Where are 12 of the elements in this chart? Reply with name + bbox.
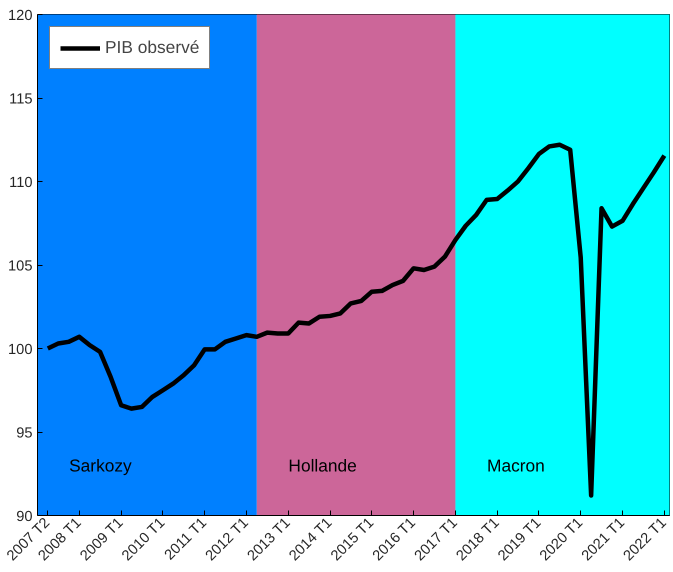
y-tick-label: 110	[9, 175, 33, 191]
y-tick-label: 90	[16, 509, 33, 525]
y-tick-label: 100	[8, 342, 33, 358]
y-tick-label: 120	[8, 8, 33, 24]
y-tick-label: 95	[16, 426, 33, 442]
y-tick-label: 105	[8, 258, 33, 274]
line-series	[46, 142, 667, 498]
band-label: Hollande	[288, 455, 357, 476]
y-tick-label: 115	[9, 92, 33, 108]
legend-label: PIB observé	[105, 37, 200, 58]
band-label: Sarkozy	[69, 455, 132, 476]
band-label: Macron	[487, 455, 545, 476]
